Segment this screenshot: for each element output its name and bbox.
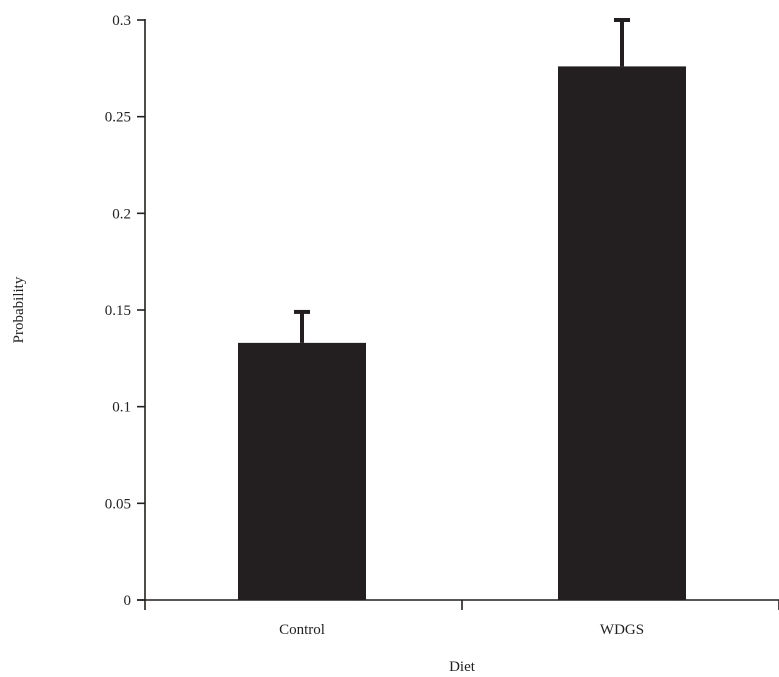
- y-tick-label-3: 0.15: [105, 303, 131, 319]
- error-bars: [294, 18, 630, 343]
- bars: [238, 66, 686, 600]
- y-axis-ticks: 0 0.05 0.1 0.15 0.2 0.25 0.3: [105, 13, 145, 609]
- y-tick-label-4: 0.2: [112, 206, 131, 222]
- y-tick-label-2: 0.1: [112, 400, 131, 416]
- y-tick-label-6: 0.3: [112, 13, 131, 29]
- y-axis-title: Probability: [11, 276, 27, 343]
- y-tick-label-0: 0: [124, 593, 132, 609]
- y-tick-label-5: 0.25: [105, 110, 131, 126]
- x-axis-title: Diet: [449, 659, 476, 675]
- x-tick-label-wdgs: WDGS: [600, 622, 644, 638]
- bar-wdgs: [558, 66, 686, 600]
- x-tick-label-control: Control: [279, 622, 325, 638]
- bar-control: [238, 342, 366, 600]
- y-tick-label-1: 0.05: [105, 496, 131, 512]
- x-axis-category-labels: Control WDGS: [279, 622, 644, 638]
